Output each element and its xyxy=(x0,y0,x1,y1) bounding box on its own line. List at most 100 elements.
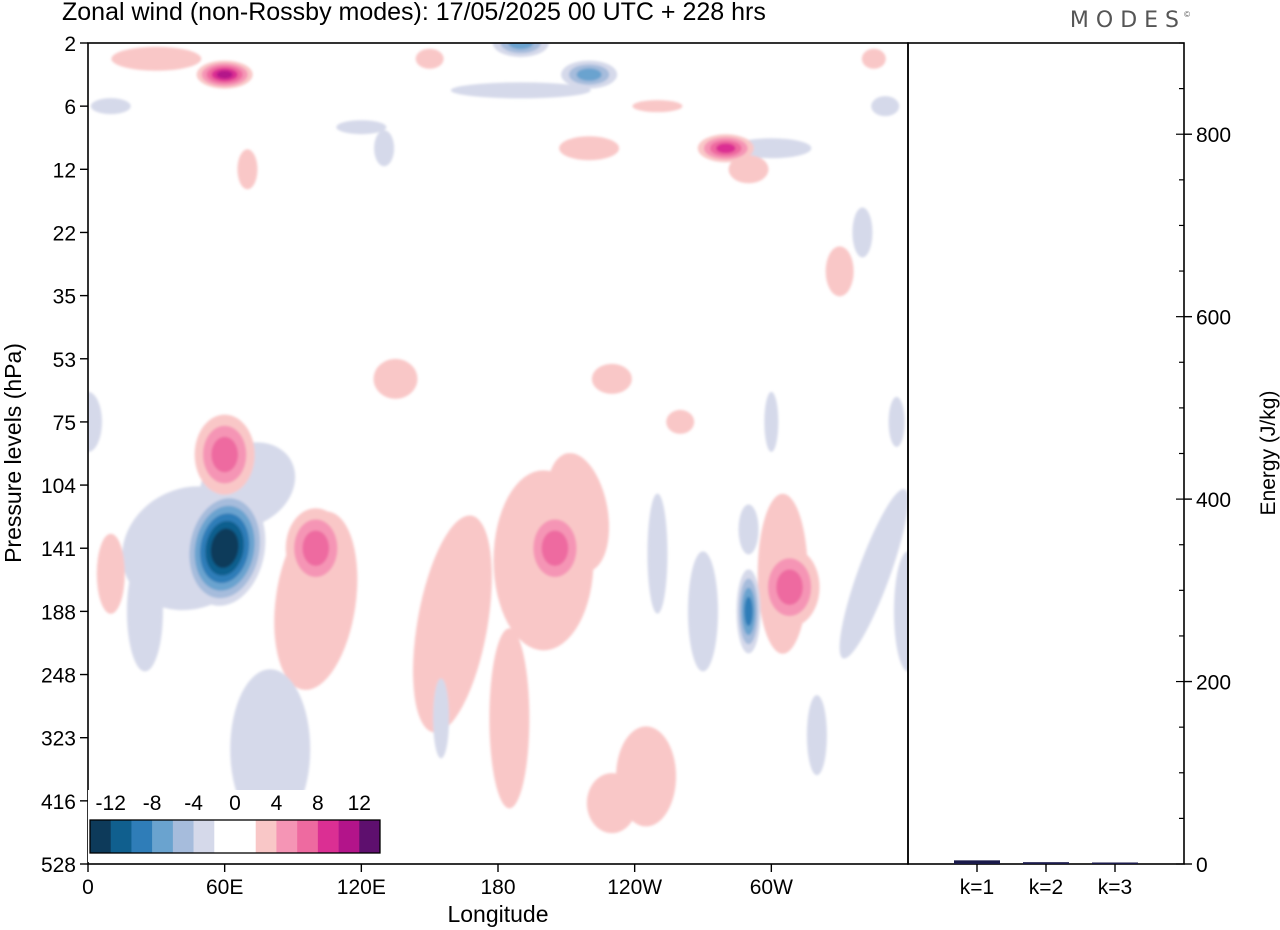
x-tick-label: 180 xyxy=(480,876,515,899)
field-feature xyxy=(302,530,330,567)
field-patch xyxy=(688,551,718,672)
x-tick-label: 120E xyxy=(337,876,386,899)
x-tick-label: 0 xyxy=(82,876,94,899)
field-patch xyxy=(647,493,668,614)
field-feature xyxy=(216,536,234,561)
brand-mark: © xyxy=(1184,10,1190,19)
field-patch xyxy=(632,100,683,113)
field-patch xyxy=(728,155,769,184)
colorbar-label: 0 xyxy=(229,792,241,815)
field-patch xyxy=(666,409,695,434)
y-tick-label: 188 xyxy=(41,601,76,624)
field-patch xyxy=(415,48,444,69)
field-patch xyxy=(336,120,387,135)
colorbar-swatch xyxy=(131,820,153,853)
energy-bar-label: k=2 xyxy=(1029,876,1063,899)
field-patch xyxy=(88,391,102,452)
colorbar-swatch xyxy=(317,820,339,853)
x-tick-label: 60W xyxy=(750,876,793,899)
field-patch xyxy=(586,773,637,834)
y-tick-label: 323 xyxy=(41,728,76,751)
energy-tick-label: 600 xyxy=(1196,307,1231,330)
field-patch xyxy=(894,551,908,672)
y-tick-label: 53 xyxy=(53,349,76,372)
energy-tick-label: 800 xyxy=(1196,124,1231,147)
field-feature xyxy=(576,68,602,81)
field-patch xyxy=(806,695,827,776)
colorbar-swatch xyxy=(193,820,215,853)
x-tick-label: 120W xyxy=(607,876,662,899)
field-patch xyxy=(852,207,873,258)
field-feature xyxy=(541,530,569,567)
field-patch xyxy=(230,669,311,830)
x-tick-label: 60E xyxy=(206,876,243,899)
colorbar-label: 8 xyxy=(312,792,324,815)
field-patch xyxy=(237,149,258,190)
energy-bar xyxy=(1092,862,1138,864)
y-tick-label: 416 xyxy=(41,791,76,814)
field-patch xyxy=(861,48,886,69)
energy-tick-label: 400 xyxy=(1196,489,1231,512)
y-axis-label: Pressure levels (hPa) xyxy=(0,343,26,563)
colorbar-swatch xyxy=(255,820,277,853)
field-patch xyxy=(871,96,900,117)
energy-bar-label: k=3 xyxy=(1098,876,1132,899)
colorbar-label: 4 xyxy=(271,792,283,815)
energy-axis-label: Energy (J/kg) xyxy=(1257,391,1280,516)
energy-bar xyxy=(1023,862,1069,864)
colorbar-swatch xyxy=(235,820,257,853)
y-tick-label: 141 xyxy=(41,538,76,561)
field-patch xyxy=(888,396,905,447)
colorbar-swatch xyxy=(172,820,194,853)
field-patch xyxy=(111,46,202,71)
colorbar-frame xyxy=(89,819,381,854)
x-axis-label: Longitude xyxy=(447,901,548,927)
y-axis: 2 6 12 22 35 53 75 104 141 188 248 323 416 528 xyxy=(41,33,88,877)
y-tick-label: 75 xyxy=(53,412,76,435)
y-tick-label: 35 xyxy=(53,286,76,309)
energy-frame xyxy=(907,42,1185,865)
field-patch xyxy=(839,489,908,659)
colorbar-swatch xyxy=(152,820,174,853)
energy-axis: 0 200 400 600 800 xyxy=(1176,42,1231,877)
colorbar-swatch xyxy=(90,820,112,853)
colorbar-label: -8 xyxy=(143,792,162,815)
field-patch xyxy=(591,363,632,394)
energy-tick-label: 0 xyxy=(1196,854,1208,877)
colorbar-swatch xyxy=(110,820,132,853)
y-tick-label: 528 xyxy=(41,854,76,877)
field-feature xyxy=(508,43,534,50)
y-tick-label: 12 xyxy=(53,159,76,182)
y-tick-label: 248 xyxy=(41,665,76,688)
field-feature xyxy=(776,569,803,605)
y-tick-label: 104 xyxy=(41,475,76,498)
colorbar-swatch xyxy=(214,820,236,853)
colorbar-swatch xyxy=(276,820,298,853)
colorbar-label: 12 xyxy=(348,792,371,815)
wind-field xyxy=(88,43,908,834)
y-tick-label: 6 xyxy=(64,96,76,119)
field-patch xyxy=(374,130,395,167)
colorbar-label: -4 xyxy=(184,792,203,815)
brand-logo: MODES xyxy=(1069,8,1186,33)
field-feature xyxy=(211,436,239,473)
field-patch xyxy=(413,515,492,733)
energy-tick-label: 200 xyxy=(1196,672,1231,695)
colorbar-swatch xyxy=(297,820,319,853)
field-feature xyxy=(716,143,736,154)
energy-bars: k=1 k=2 k=3 xyxy=(954,860,1138,899)
field-patch xyxy=(764,391,779,452)
x-axis: 0 60E 120E 180 120W 60W xyxy=(82,864,793,899)
energy-bar xyxy=(954,860,1000,864)
energy-bar-label: k=1 xyxy=(960,876,994,899)
y-tick-label: 2 xyxy=(64,33,76,56)
field-feature xyxy=(744,596,753,626)
colorbar: -12 -8 -4 0 4 8 12 xyxy=(88,790,382,862)
colorbar-swatch xyxy=(359,820,381,853)
colorbar-label: -12 xyxy=(96,792,126,815)
field-feature xyxy=(216,70,233,79)
field-patch xyxy=(90,98,131,115)
field-patch xyxy=(126,551,163,672)
field-patch xyxy=(738,504,759,555)
